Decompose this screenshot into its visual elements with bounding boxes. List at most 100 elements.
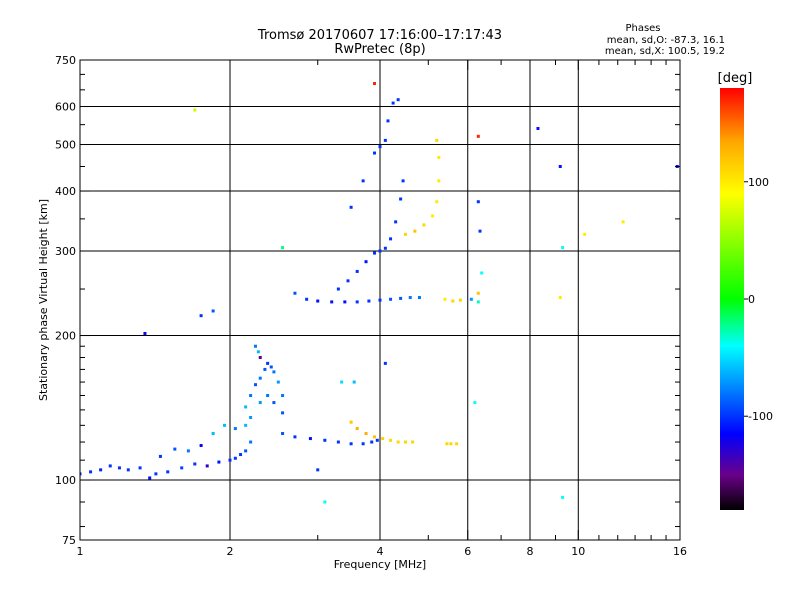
data-point bbox=[476, 300, 480, 304]
x-tick-label: 10 bbox=[571, 545, 585, 558]
data-point bbox=[166, 470, 170, 474]
data-point bbox=[323, 500, 327, 504]
data-point bbox=[258, 401, 262, 405]
phase-stats-x: mean, sd,X: 100.5, 19.2 bbox=[605, 46, 725, 57]
data-point bbox=[211, 309, 215, 313]
data-point bbox=[293, 291, 297, 295]
data-point bbox=[383, 361, 387, 365]
data-point bbox=[435, 200, 439, 204]
data-point bbox=[126, 468, 130, 472]
y-tick-label: 100 bbox=[55, 474, 76, 487]
phase-statistics: mean, sd,O: -87.3, 16.1 mean, sd,X: 100.… bbox=[605, 35, 725, 57]
y-tick-label: 500 bbox=[55, 139, 76, 152]
data-point bbox=[367, 299, 371, 303]
data-point bbox=[437, 155, 441, 159]
axis-ticks bbox=[79, 59, 681, 541]
data-point bbox=[316, 468, 320, 472]
data-point bbox=[217, 460, 221, 464]
data-point bbox=[308, 437, 312, 441]
data-point bbox=[263, 367, 267, 371]
series-group bbox=[293, 291, 421, 304]
data-point bbox=[364, 432, 368, 436]
data-point bbox=[451, 299, 455, 303]
y-tick-label: 300 bbox=[55, 245, 76, 258]
data-point bbox=[244, 423, 248, 427]
data-point bbox=[355, 269, 359, 273]
data-point bbox=[349, 420, 353, 424]
data-point bbox=[373, 435, 377, 439]
series-group bbox=[143, 82, 679, 504]
data-point bbox=[249, 394, 253, 398]
data-point bbox=[561, 246, 565, 250]
scatter-points bbox=[80, 82, 679, 504]
y-tick-labels: 75 100 200 300 400 500 600 750 bbox=[55, 54, 76, 547]
data-point bbox=[378, 145, 382, 149]
data-point bbox=[373, 151, 377, 155]
data-point bbox=[205, 464, 209, 468]
data-point bbox=[253, 383, 257, 387]
data-point bbox=[389, 297, 393, 301]
data-point bbox=[239, 453, 243, 457]
data-point bbox=[364, 260, 368, 264]
data-point bbox=[373, 82, 377, 86]
data-point bbox=[336, 440, 340, 444]
colorbar-label: [deg] bbox=[718, 71, 753, 86]
data-point bbox=[370, 440, 374, 444]
data-point bbox=[199, 314, 203, 318]
data-point bbox=[399, 296, 403, 300]
data-point bbox=[443, 297, 447, 301]
data-point bbox=[244, 405, 248, 409]
data-point bbox=[154, 472, 158, 476]
data-point bbox=[449, 442, 453, 446]
series-group bbox=[349, 98, 400, 209]
series-group bbox=[281, 432, 379, 446]
grid-lines bbox=[80, 60, 680, 540]
data-point bbox=[373, 251, 377, 255]
data-point bbox=[193, 108, 197, 112]
data-point bbox=[249, 415, 253, 419]
data-point bbox=[293, 435, 297, 439]
x-tick-label: 2 bbox=[227, 545, 234, 558]
data-point bbox=[386, 119, 390, 123]
data-point bbox=[158, 454, 162, 458]
data-point bbox=[396, 98, 400, 102]
data-point bbox=[455, 442, 459, 446]
data-point bbox=[336, 287, 340, 291]
data-point bbox=[378, 249, 382, 253]
y-tick-label: 750 bbox=[55, 54, 76, 67]
data-point bbox=[89, 470, 93, 474]
data-point bbox=[199, 444, 203, 448]
data-point bbox=[435, 138, 439, 142]
x-tick-labels: 1 2 4 6 8 10 16 bbox=[77, 545, 688, 558]
data-point bbox=[233, 456, 237, 460]
data-point bbox=[276, 380, 280, 384]
data-point bbox=[389, 237, 393, 241]
data-point bbox=[258, 355, 262, 359]
x-tick-label: 1 bbox=[77, 545, 84, 558]
data-point bbox=[211, 432, 215, 436]
data-point bbox=[399, 197, 403, 201]
data-point bbox=[266, 394, 270, 398]
data-point bbox=[256, 350, 260, 354]
data-point bbox=[403, 440, 407, 444]
colorbar-tick-label: 100 bbox=[748, 176, 769, 189]
data-point bbox=[437, 179, 441, 183]
data-point bbox=[378, 298, 382, 302]
data-point bbox=[355, 300, 359, 304]
data-point bbox=[281, 394, 285, 398]
data-point bbox=[346, 279, 350, 283]
data-point bbox=[375, 438, 379, 442]
colorbar-tick-label: -100 bbox=[748, 410, 773, 423]
data-point bbox=[361, 179, 365, 183]
data-point bbox=[473, 401, 477, 405]
data-point bbox=[258, 376, 262, 380]
data-point bbox=[383, 246, 387, 250]
y-tick-label: 200 bbox=[55, 330, 76, 343]
data-point bbox=[249, 440, 253, 444]
x-tick-label: 4 bbox=[377, 545, 384, 558]
data-point bbox=[621, 220, 625, 224]
data-point bbox=[305, 297, 309, 301]
data-point bbox=[143, 331, 147, 335]
data-point bbox=[193, 462, 197, 466]
data-point bbox=[186, 449, 190, 453]
